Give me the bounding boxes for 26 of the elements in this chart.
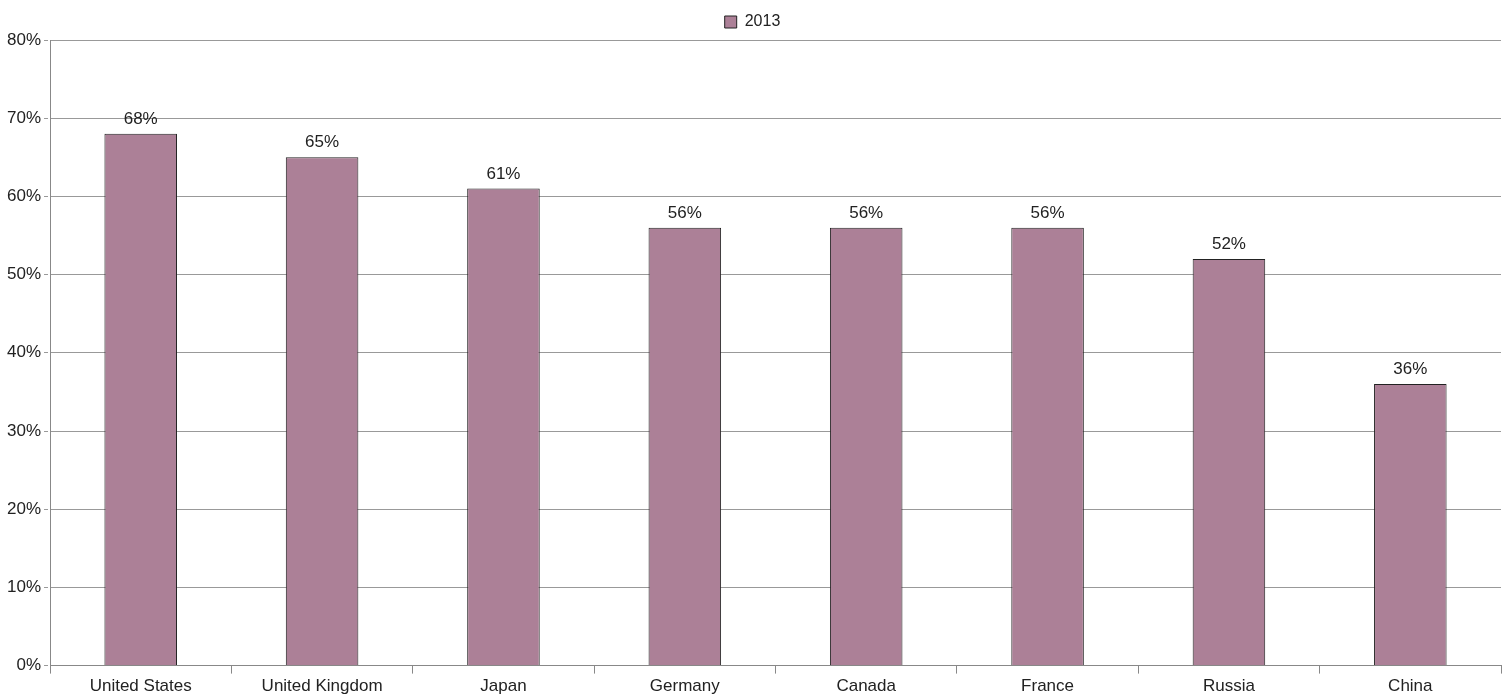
data-label: 56%: [1030, 202, 1065, 222]
y-tick-label: 80%: [6, 29, 42, 49]
y-tick-label: 40%: [6, 342, 42, 362]
x-tick-label: Canada: [836, 676, 897, 696]
x-tick-label: United States: [89, 676, 192, 696]
y-tick-label: 0%: [16, 655, 42, 675]
data-label: 52%: [1211, 234, 1246, 254]
y-tick-label: 30%: [6, 420, 42, 440]
y-tick-label: 60%: [6, 186, 42, 206]
x-tick-label: Russia: [1202, 676, 1256, 696]
x-tick-label: Germany: [649, 676, 721, 696]
x-tick-label: United Kingdom: [261, 676, 383, 696]
data-label: 61%: [486, 163, 521, 183]
data-label: 56%: [667, 202, 702, 222]
y-tick-label: 10%: [6, 577, 42, 597]
x-tick-label: France: [1021, 676, 1075, 696]
legend-label: 2013: [744, 12, 781, 30]
data-label: 36%: [1393, 359, 1428, 379]
y-tick-label: 20%: [6, 498, 42, 518]
x-tick-label: China: [1388, 676, 1434, 696]
y-tick-label: 70%: [6, 107, 42, 127]
x-tick-label: Japan: [480, 676, 527, 696]
data-label: 65%: [305, 132, 340, 152]
data-label: 68%: [123, 109, 158, 129]
data-label: 56%: [849, 202, 884, 222]
y-tick-label: 50%: [6, 264, 42, 284]
